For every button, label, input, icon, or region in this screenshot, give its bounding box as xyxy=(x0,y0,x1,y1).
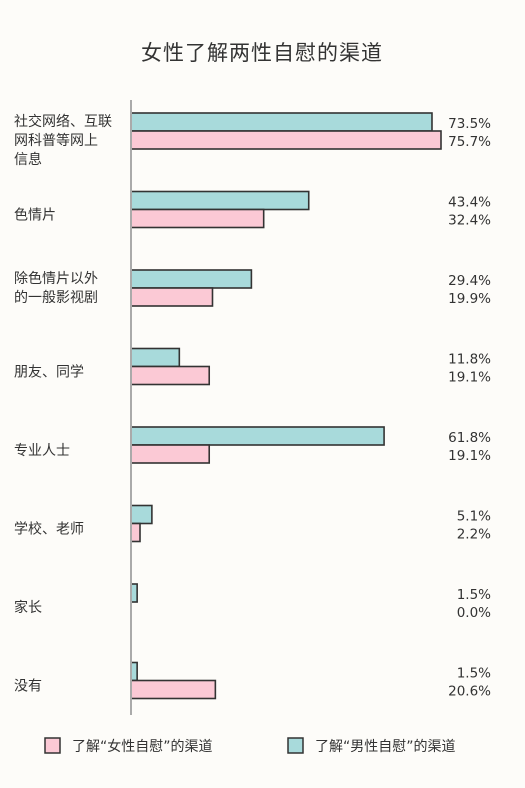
legend-swatch-0 xyxy=(44,737,61,754)
value-label-male-7: 1.5% xyxy=(457,666,491,682)
bar-female-0 xyxy=(130,130,442,150)
legend-label-1: 了解“男性自慰”的渠道 xyxy=(315,738,456,755)
bar-male-3 xyxy=(130,347,181,368)
bars-group xyxy=(130,112,442,700)
value-label-male-6: 1.5% xyxy=(457,587,491,603)
value-label-female-3: 19.1% xyxy=(448,370,491,386)
bar-female-3 xyxy=(130,365,211,386)
bar-female-4 xyxy=(130,444,211,464)
value-label-male-0: 73.5% xyxy=(448,116,491,132)
value-label-female-2: 19.9% xyxy=(448,291,491,307)
value-label-male-2: 29.4% xyxy=(448,273,491,289)
value-label-male-4: 61.8% xyxy=(448,430,491,446)
category-label-2-0: 除色情片以外 xyxy=(14,270,98,287)
value-label-female-7: 20.6% xyxy=(448,684,491,700)
bar-female-1 xyxy=(130,208,265,229)
legend-label-0: 了解“女性自慰”的渠道 xyxy=(72,738,213,755)
bar-male-4 xyxy=(130,426,385,446)
bar-male-5 xyxy=(130,504,153,525)
value-label-female-0: 75.7% xyxy=(448,134,491,150)
category-label-0-0: 社交网络、互联 xyxy=(14,113,112,130)
category-label-5: 学校、老师 xyxy=(14,521,84,538)
category-label-7: 没有 xyxy=(14,679,42,695)
value-labels: 73.5% 75.7% 43.4% 32.4% 29.4% 19.9% 11.8% 19.1%… xyxy=(448,116,491,700)
value-label-female-5: 2.2% xyxy=(457,527,491,543)
bar-male-1 xyxy=(130,190,310,211)
category-labels: 社交网络、互联网科普等网上信息色情片除色情片以外的一般影视剧朋友、同学专业人士学… xyxy=(14,113,112,695)
category-label-6: 家长 xyxy=(14,599,42,616)
category-label-3: 朋友、同学 xyxy=(14,365,84,381)
value-label-female-4: 19.1% xyxy=(448,448,491,464)
bar-male-2 xyxy=(130,269,253,289)
bar-female-2 xyxy=(130,287,214,307)
chart-title: 女性了解两性自慰的渠道 xyxy=(141,41,383,65)
category-label-4: 专业人士 xyxy=(14,443,70,459)
category-label-0-1: 网科普等网上 xyxy=(14,132,98,149)
bar-male-0 xyxy=(130,112,433,132)
value-label-female-6: 0.0% xyxy=(457,605,491,621)
value-label-male-1: 43.4% xyxy=(448,195,491,211)
legend-swatch-1 xyxy=(287,737,304,754)
category-label-1: 色情片 xyxy=(14,207,56,224)
bar-female-7 xyxy=(130,679,217,700)
category-label-2-1: 的一般影视剧 xyxy=(14,290,98,306)
value-label-male-3: 11.8% xyxy=(448,352,491,368)
legend: 了解“女性自慰”的渠道 了解“男性自慰”的渠道 xyxy=(44,737,456,755)
value-label-female-1: 32.4% xyxy=(448,213,491,229)
category-label-0-2: 信息 xyxy=(14,151,42,168)
value-label-male-5: 5.1% xyxy=(457,509,491,525)
bar-female-5 xyxy=(130,522,141,543)
